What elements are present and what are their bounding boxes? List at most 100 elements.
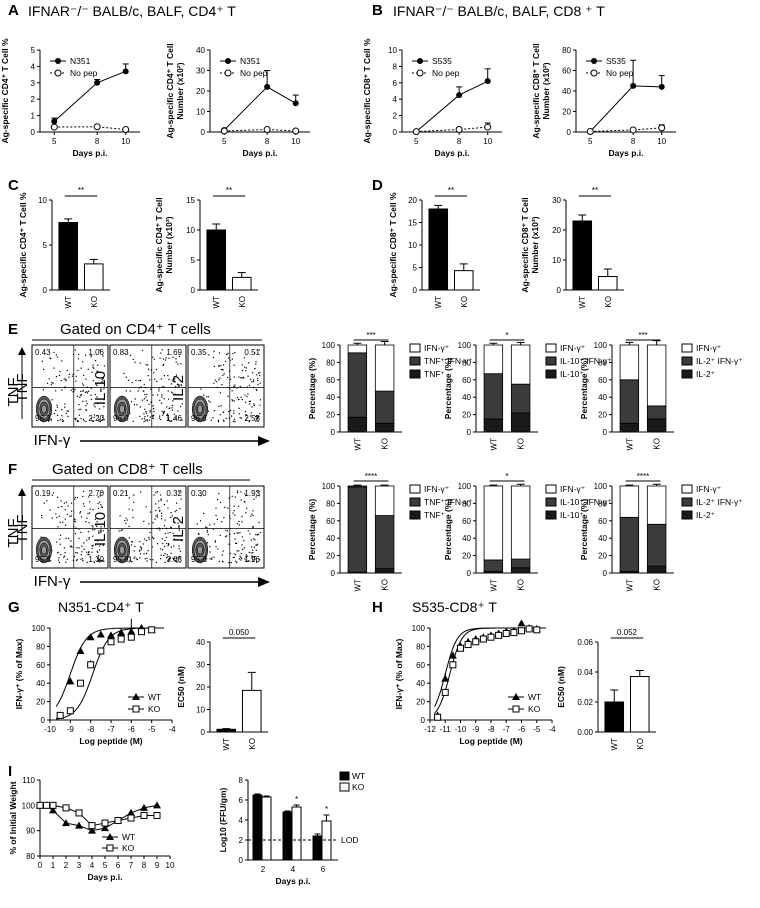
A2-legend-0-label: N351 — [240, 56, 261, 66]
A2-y-tick-label: 30 — [196, 67, 205, 76]
flow-e-2-event — [144, 393, 146, 396]
flow-e-3-event — [233, 418, 236, 420]
flow-f-3-event — [206, 558, 208, 560]
flow-f-3-event — [252, 525, 254, 528]
flow-f-3-quadrant-ur: 1.93 — [244, 489, 260, 498]
flow-e-1-event — [65, 412, 67, 414]
flow-e-2-event — [160, 418, 162, 421]
panel-title-a: IFNAR⁻/⁻ BALB/c, BALF, CD4⁺ T — [28, 3, 236, 19]
F2-x-tick-label: WT — [489, 579, 498, 592]
flow-f-3-event — [238, 520, 240, 523]
flow-e-1-event — [61, 420, 64, 423]
flow-f-1-event — [49, 509, 51, 511]
I1-y-label: % of Initial Weight — [8, 781, 18, 854]
flow-f-3-event — [228, 561, 230, 564]
A1-point — [94, 79, 101, 86]
flow-e-2-event — [141, 418, 143, 420]
flow-f-2-event — [175, 560, 178, 563]
flow-e-3-event — [244, 401, 247, 403]
F1-bar-wt-seg-2 — [347, 485, 368, 488]
F1-bar-ko-seg-1 — [374, 515, 395, 570]
H1-legend-0-label: WT — [528, 692, 541, 702]
flow-e-2-event — [162, 358, 165, 360]
flow-e-3-event — [200, 388, 202, 390]
flow-e-3-event — [256, 414, 258, 417]
A1-y-tick-label: 2 — [31, 95, 36, 104]
flow-f-2-event — [126, 519, 128, 521]
flow-f-3-event — [254, 539, 256, 541]
B1-legend-1-marker — [416, 69, 424, 77]
flow-f-2-event — [139, 557, 141, 559]
flow-f-3-event — [233, 510, 235, 512]
A2-x-tick-label: 5 — [222, 137, 227, 146]
A2-y-label: Number (x10²) — [175, 62, 185, 119]
flow-e-3-event — [217, 386, 219, 389]
flow-e-3-event — [223, 420, 225, 422]
flow-e-1-quadrant-ll: 96.3 — [35, 414, 51, 423]
E1-y-tick-label: 60 — [326, 376, 335, 385]
F3-bar-wt-seg-1 — [619, 516, 640, 572]
flow-f-2-event — [172, 557, 174, 559]
flow-e-1-event — [47, 420, 50, 422]
flow-e-3-event — [236, 396, 239, 399]
flow-f-3-event — [237, 532, 239, 534]
flow-e-1-event — [76, 420, 79, 422]
flow-e-3-event — [228, 370, 231, 372]
H2-x-tick-label: WT — [610, 738, 619, 751]
flow-e-2-event — [167, 413, 169, 415]
panel-title-h: S535-CD8⁺ T — [412, 599, 497, 615]
I2-bar-day2-ko — [261, 796, 272, 861]
flow-e-3-event — [248, 384, 251, 387]
flow-f-3-event — [244, 501, 246, 503]
I1-x-tick-label: 2 — [64, 861, 69, 870]
G2-x-tick-label: WT — [222, 738, 231, 751]
A1-y-tick-label: 4 — [31, 62, 36, 71]
H1-point — [441, 688, 449, 696]
flow-e-1-event — [61, 409, 63, 411]
flow-e-2-event — [138, 387, 140, 389]
B1-y-tick-label: 8 — [393, 62, 398, 71]
flow-e-2-event — [152, 415, 154, 417]
flow-f-3-event — [240, 491, 242, 493]
flow-e-2-event — [153, 414, 155, 416]
flow-f-2-event — [132, 541, 134, 543]
flow-e-2-event — [150, 388, 152, 390]
D2-x-tick-label: WT — [578, 296, 587, 309]
E1-legend-label-1: TNF⁺ IFN-γ⁺ — [424, 356, 473, 366]
H1-y-tick-label: 60 — [416, 661, 425, 670]
flow-e-1-event — [90, 398, 92, 401]
flow-f-2-event — [170, 546, 172, 548]
F2-bar-ko-seg-1 — [510, 558, 531, 569]
G1-fit-curve-1 — [56, 627, 164, 720]
flow-f-2-event — [164, 532, 166, 535]
flow-plot-e-1 — [31, 344, 109, 428]
F3-y-tick-label: 100 — [594, 482, 608, 491]
F3-bar-ko-seg-2 — [646, 485, 667, 525]
flow-e-2-event — [147, 364, 149, 366]
flow-f-1-event — [74, 496, 76, 499]
flow-e-3-event — [208, 400, 210, 402]
flow-e-2-event — [149, 379, 151, 381]
flow-f-2-event — [140, 547, 143, 549]
flow-f-3-event — [254, 558, 256, 560]
flow-f-1-event — [74, 521, 76, 523]
C1-y-label: Ag-specific CD4⁺ T Cell % — [18, 192, 28, 298]
flow-e-2-event — [180, 363, 182, 365]
flow-f-1-event — [73, 520, 76, 522]
E1-y-tick-label: 80 — [326, 358, 335, 367]
flow-e-2-quadrant-ll: 96.0 — [113, 414, 129, 423]
flow-e-3-event — [229, 359, 231, 361]
G1-point — [107, 638, 115, 646]
flow-f-1-event — [96, 521, 98, 523]
flow-f-3-density-contour — [197, 545, 203, 555]
flow-f-1-event — [68, 537, 70, 540]
H1-x-tick-label: -4 — [548, 725, 556, 734]
flow-e-1-event — [102, 415, 104, 417]
flow-e-2-event — [162, 386, 164, 388]
flow-f-2-event — [178, 556, 181, 558]
F3-legend-label-2: IFN-γ⁺ — [696, 484, 722, 494]
flow-e-3-event — [218, 352, 221, 354]
flow-e-3-event — [245, 414, 247, 416]
flow-e-2-event — [143, 418, 146, 420]
flow-e-2-event — [139, 415, 141, 417]
